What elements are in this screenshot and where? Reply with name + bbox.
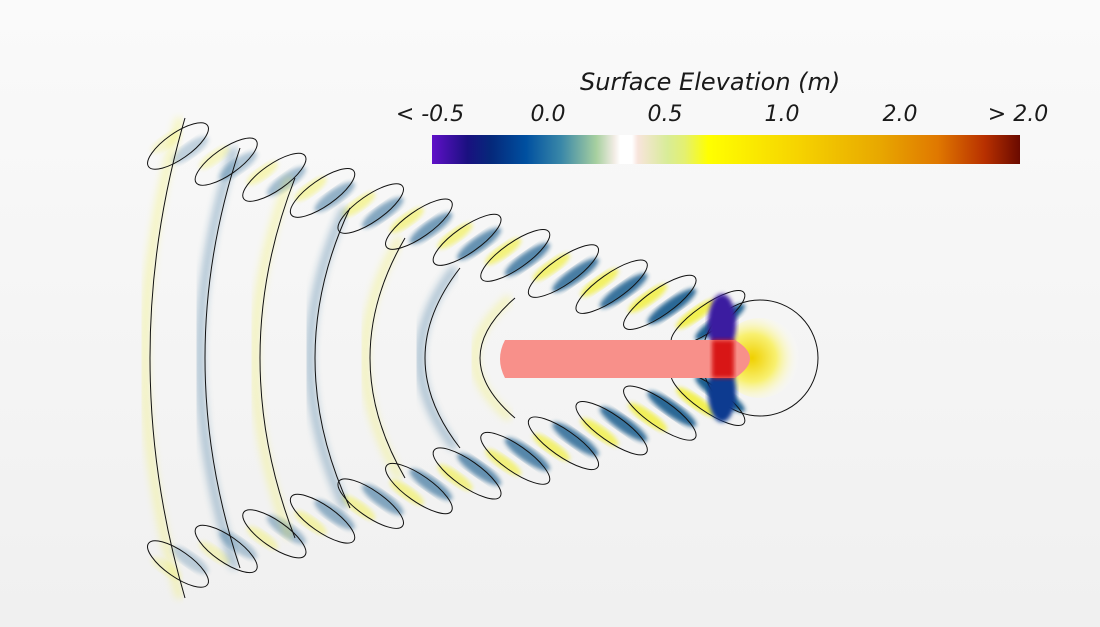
wave-crest (628, 402, 668, 432)
colorbar-tick: 0.0 (530, 102, 566, 127)
contour-line (242, 509, 307, 559)
ship-hull (500, 340, 750, 378)
wave-trough (647, 288, 697, 325)
wave-trough (409, 468, 453, 501)
colorbar (432, 135, 1020, 164)
contour-line (194, 524, 258, 574)
bow-wave (720, 318, 800, 398)
contour-line (385, 462, 453, 515)
transverse-crest (196, 146, 239, 570)
colorbar-tick: > 2.0 (987, 102, 1049, 127)
bow-trough (708, 294, 736, 354)
contour-line (424, 267, 461, 449)
wave-crest (676, 299, 716, 329)
colorbar-tick: 1.0 (764, 102, 800, 127)
contour-line (623, 274, 697, 330)
contour-line (289, 168, 356, 218)
contour-line (147, 540, 209, 588)
wave-trough (409, 212, 453, 244)
contour-line (527, 244, 600, 298)
wave-trough (314, 499, 355, 530)
wave-crest (198, 146, 230, 170)
wave-trough (314, 181, 355, 212)
contour-line (314, 207, 351, 509)
wave-trough (171, 136, 209, 164)
wave-field (141, 116, 745, 600)
wave-trough (599, 273, 648, 309)
wave-crest (246, 525, 279, 550)
wave-crest (485, 448, 522, 476)
transverse-crest (141, 116, 184, 600)
contour-line (480, 432, 551, 485)
wave-crest (676, 387, 716, 417)
colorbar-tick: 0.5 (647, 102, 683, 127)
wave-crest (294, 510, 327, 535)
contour-line (527, 416, 600, 471)
ship-bow-band (712, 340, 734, 378)
contour-line (204, 147, 241, 569)
contour-line (575, 259, 648, 314)
wave-crest (532, 253, 571, 281)
contour-line (623, 385, 697, 441)
colorbar-title: Surface Elevation (m) (580, 68, 841, 96)
wave-crest (437, 222, 473, 249)
wave-trough (504, 242, 550, 277)
contour-line (194, 137, 258, 186)
contour-line (480, 229, 551, 282)
contour-line (385, 198, 453, 250)
transverse-crest (251, 176, 294, 540)
wave-trough (361, 197, 404, 228)
wave-trough (552, 258, 599, 293)
wave-crest (628, 284, 668, 313)
contour-line (575, 401, 648, 456)
wave-crest (580, 268, 619, 297)
wave-crest (198, 541, 230, 565)
contour-lines (147, 117, 746, 599)
contour-line (149, 117, 186, 599)
wave-crest (437, 464, 473, 491)
wave-trough (171, 546, 209, 574)
wave-crest (294, 176, 327, 202)
wave-crest (389, 479, 425, 506)
wave-crest (342, 192, 376, 217)
wave-crest (485, 238, 522, 265)
contour-line (369, 237, 406, 479)
wave-trough (504, 437, 550, 471)
transverse-crest (416, 265, 459, 451)
wave-crest (342, 495, 376, 521)
contour-line (289, 493, 356, 544)
wave-trough (599, 406, 648, 442)
contour-line (432, 447, 502, 500)
contour-line (242, 152, 307, 202)
contour-line (259, 177, 296, 539)
colorbar-tick: < -0.5 (395, 102, 465, 127)
wave-crest (580, 418, 619, 447)
wave-trough (457, 227, 502, 260)
contour-line (147, 122, 209, 170)
wave-trough (647, 391, 697, 427)
transverse-crest (306, 206, 349, 510)
contour-line (479, 297, 516, 419)
wave-crest (389, 207, 425, 233)
contour-line (432, 213, 502, 266)
colorbar-tick: 2.0 (882, 102, 918, 127)
transverse-crest (361, 235, 404, 481)
wave-crest (246, 161, 279, 186)
wave-crest (532, 433, 571, 461)
wave-trough (457, 453, 502, 486)
wave-trough (552, 422, 599, 457)
transverse-crest (471, 294, 513, 422)
wave-trough (361, 484, 404, 516)
contour-line (337, 183, 404, 234)
